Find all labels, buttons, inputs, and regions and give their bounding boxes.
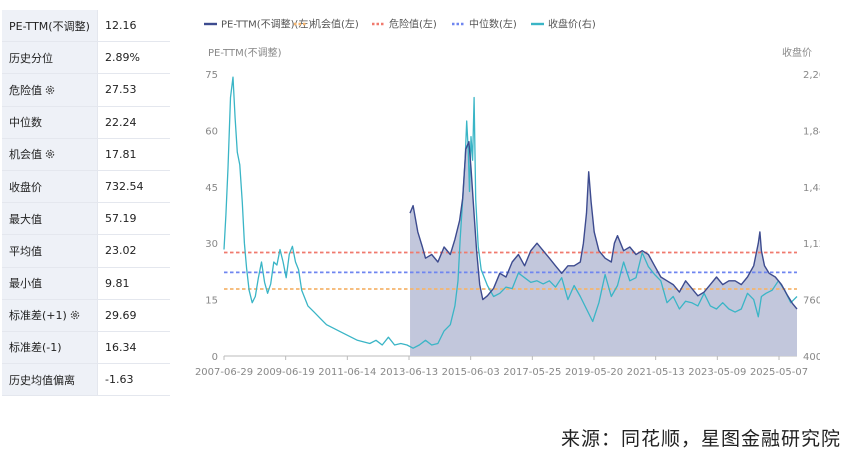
- stat-label: 最小值: [9, 277, 42, 291]
- stat-value: 732.54: [97, 170, 170, 204]
- stats-row: 标准差(+1) 29.69: [2, 299, 170, 332]
- stats-row: 历史均值偏离 -1.63: [2, 363, 170, 397]
- left-axis-title: PE-TTM(不调整): [208, 46, 282, 59]
- pe-area-fill: [410, 141, 797, 356]
- stats-row: 中位数 22.24: [2, 106, 170, 139]
- price-series-line: [223, 76, 798, 349]
- stat-label: 历史均值偏离: [9, 373, 75, 387]
- stat-label: 历史分位: [9, 51, 53, 65]
- stats-row: 历史分位 2.89%: [2, 41, 170, 75]
- stat-label: 机会值: [9, 148, 42, 162]
- stat-value: 29.69: [97, 299, 170, 332]
- stat-value: 22.24: [97, 106, 170, 139]
- right-axis-tick-label: 1,840: [803, 126, 820, 137]
- stat-label: 危险值: [9, 83, 42, 97]
- stat-value: 23.02: [97, 234, 170, 268]
- stat-value: 17.81: [97, 138, 170, 171]
- source-note: 来源：同花顺，星图金融研究院: [560, 428, 841, 450]
- x-axis-tick-label: 2019-05-20: [565, 367, 623, 378]
- stat-value: -1.63: [97, 363, 170, 397]
- legend-item[interactable]: 机会值(左): [294, 18, 359, 31]
- stats-row: PE-TTM(不调整) 12.16: [2, 10, 170, 43]
- settings-gear-icon[interactable]: [45, 85, 55, 98]
- x-axis-tick-label: 2011-06-14: [318, 367, 376, 378]
- stats-row: 机会值 17.81: [2, 138, 170, 171]
- stat-value: 27.53: [97, 73, 170, 107]
- pe-series-line: [409, 141, 798, 310]
- x-axis-tick-label: 2009-06-19: [257, 367, 315, 378]
- x-axis-tick-label: 2007-06-29: [195, 367, 253, 378]
- stat-label: 标准差(-1): [9, 341, 62, 355]
- stat-label: 标准差(+1): [9, 309, 67, 323]
- stat-value: 16.34: [97, 331, 170, 365]
- stats-row: 平均值 23.02: [2, 234, 170, 268]
- stats-row: 最大值 57.19: [2, 202, 170, 236]
- stat-value: 2.89%: [97, 41, 170, 75]
- right-axis-tick-label: 1,480: [803, 183, 820, 194]
- legend-item[interactable]: PE-TTM(不调整)(左): [204, 18, 312, 31]
- stats-table: PE-TTM(不调整) 12.16 历史分位 2.89% 危险值 27.53 中位数 22.2…: [2, 10, 170, 397]
- legend-label: PE-TTM(不调整)(左): [221, 18, 312, 31]
- stats-row: 最小值 9.81: [2, 267, 170, 300]
- right-axis-tick-label: 1,120: [803, 239, 820, 250]
- left-axis-tick-label: 75: [205, 70, 218, 81]
- stat-label: 中位数: [9, 116, 42, 130]
- stats-row: 危险值 27.53: [2, 73, 170, 107]
- left-axis-tick-label: 60: [205, 126, 218, 137]
- pe-price-chart: PE-TTM(不调整)(左)机会值(左) 危险值(左) 中位数(左) 收盘价(右) P…: [195, 18, 820, 379]
- legend-label: 中位数(左): [469, 18, 517, 31]
- right-axis-title: 收盘价: [782, 46, 812, 59]
- x-axis-tick-label: 2025-05-07: [750, 367, 808, 378]
- legend-label: 机会值(左): [311, 18, 359, 31]
- x-axis-tick-label: 2015-06-03: [442, 367, 500, 378]
- x-axis-tick-label: 2023-05-09: [688, 367, 746, 378]
- stat-value: 12.16: [97, 10, 170, 43]
- left-axis-tick-label: 15: [205, 296, 218, 307]
- right-axis-tick-label: 2,200: [803, 70, 820, 81]
- stat-label: PE-TTM(不调整): [9, 19, 90, 33]
- stat-value: 57.19: [97, 202, 170, 236]
- x-axis-tick-label: 2021-05-13: [627, 367, 685, 378]
- stat-label: 最大值: [9, 212, 42, 226]
- stats-row: 收盘价 732.54: [2, 170, 170, 204]
- left-axis-tick-label: 0: [212, 352, 218, 363]
- stat-label: 平均值: [9, 244, 42, 258]
- stats-row: 标准差(-1) 16.34: [2, 331, 170, 365]
- settings-gear-icon[interactable]: [45, 149, 55, 162]
- x-axis-tick-label: 2017-05-25: [503, 367, 561, 378]
- left-axis-tick-label: 30: [205, 239, 218, 250]
- legend-item[interactable]: 中位数(左): [452, 18, 517, 31]
- legend-item[interactable]: 收盘价(右): [531, 18, 596, 31]
- settings-gear-icon[interactable]: [70, 310, 80, 323]
- right-axis-tick-label: 400: [803, 352, 820, 363]
- x-axis-tick-label: 2013-06-13: [380, 367, 438, 378]
- stat-value: 9.81: [97, 267, 170, 300]
- legend-item[interactable]: 危险值(左): [372, 18, 437, 31]
- legend-label: 危险值(左): [389, 18, 437, 31]
- right-axis-tick-label: 760: [803, 296, 820, 307]
- left-axis-tick-label: 45: [205, 183, 218, 194]
- legend-label: 收盘价(右): [548, 18, 596, 31]
- chart-legend[interactable]: PE-TTM(不调整)(左)机会值(左) 危险值(左) 中位数(左) 收盘价(右): [204, 18, 596, 31]
- stat-label: 收盘价: [9, 180, 42, 194]
